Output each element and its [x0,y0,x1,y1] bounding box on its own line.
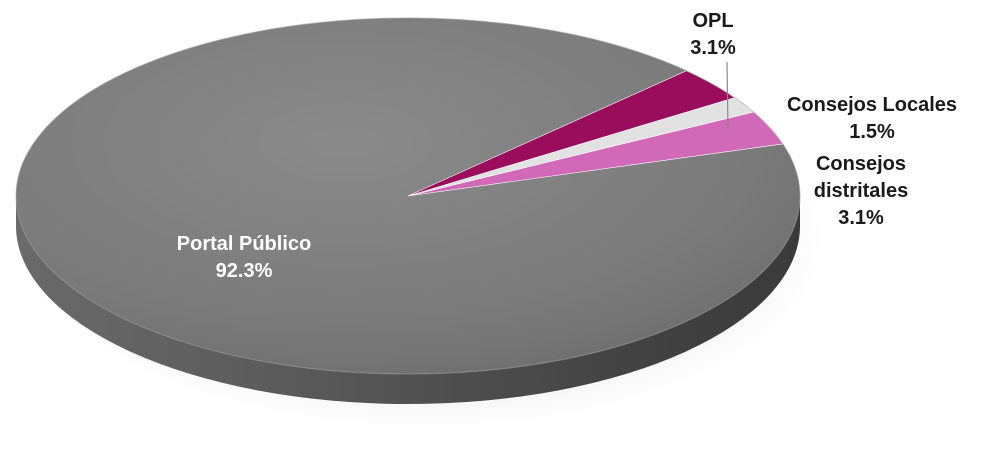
label-consejos-distritales: Consejos distritales 3.1% [814,153,908,229]
label-name: Consejos [816,153,906,175]
label-consejos-locales: Consejos Locales 1.5% [787,94,957,143]
label-percent: 1.5% [849,121,895,143]
label-name: OPL [692,10,733,32]
label-name: distritales [814,180,908,202]
pie-slices [15,17,801,375]
slice-labels: Portal Público 92.3% OPL 3.1% Consejos Local… [177,10,957,282]
leader-lines [726,61,729,131]
label-opl: OPL 3.1% [690,10,736,59]
label-portal-publico: Portal Público 92.3% [177,233,311,282]
label-percent: 3.1% [690,37,736,59]
label-percent: 92.3% [216,260,273,282]
pie-rim [15,17,801,375]
label-name: Consejos Locales [787,94,957,116]
leader-line-opl [726,61,729,131]
label-name: Portal Público [177,233,311,255]
label-percent: 3.1% [838,207,884,229]
